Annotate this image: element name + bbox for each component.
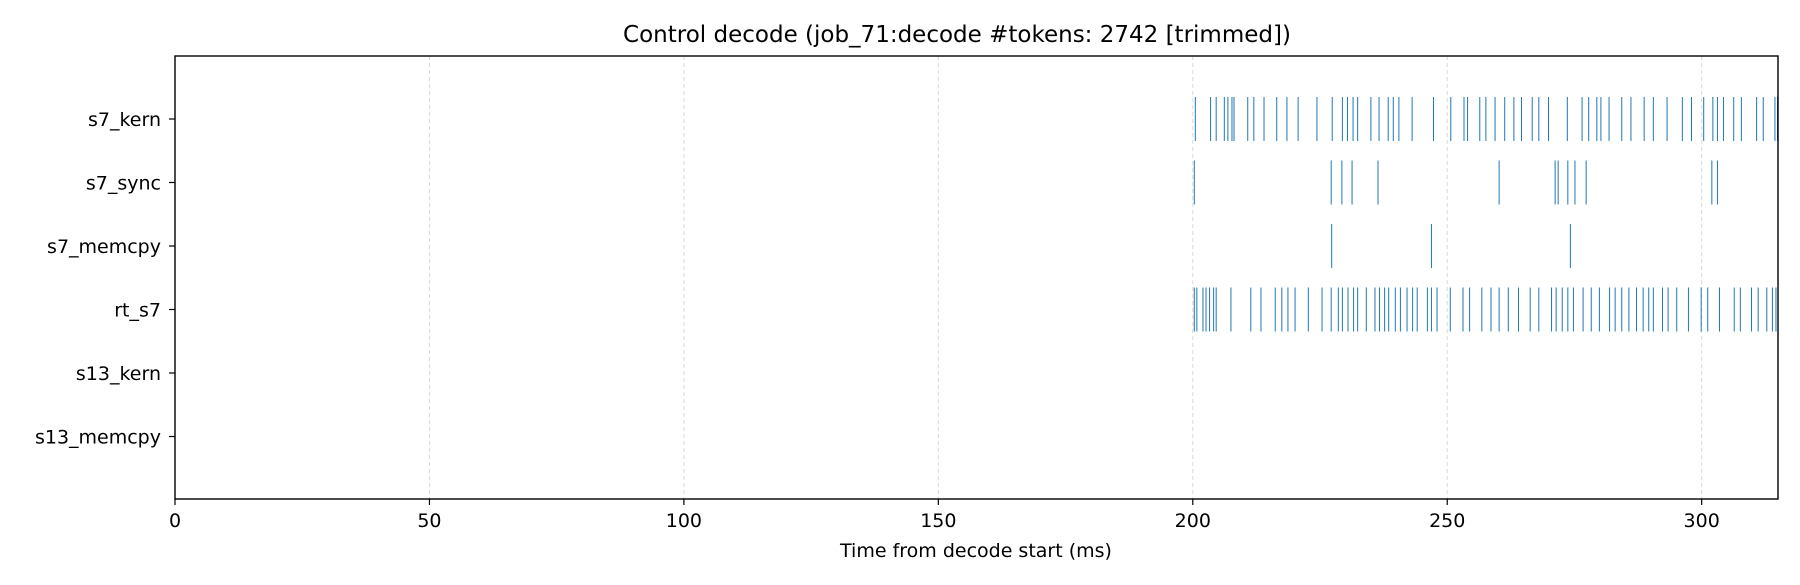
- chart-title: Control decode (job_71:decode #tokens: 2…: [623, 22, 1291, 48]
- lane-rt_s7: [1193, 287, 1777, 332]
- lane-label: s13_kern: [76, 363, 161, 385]
- plot-frame: [174, 55, 1779, 500]
- x-tick-label: 100: [666, 510, 702, 532]
- event-lanes: [1193, 97, 1778, 332]
- lane-label: rt_s7: [114, 300, 161, 322]
- x-tick-label: 300: [1684, 510, 1720, 532]
- x-tick-label: 200: [1175, 510, 1211, 532]
- lane-label: s13_memcpy: [35, 427, 161, 449]
- lane-label: s7_memcpy: [47, 236, 161, 258]
- x-tick-label: 50: [417, 510, 441, 532]
- lane-labels: s7_kern s7_sync s7_memcpy rt_s7 s13_kern s13_…: [35, 109, 175, 449]
- lane-s7_kern: [1194, 97, 1778, 141]
- lane-s7_sync: [1193, 160, 1718, 205]
- lane-s7_memcpy: [1331, 224, 1571, 268]
- x-axis-ticks: 0 50 100 150 200 250 300: [169, 499, 1720, 532]
- grid-lines: [428, 56, 1703, 499]
- x-tick-label: 0: [169, 510, 181, 532]
- x-tick-label: 150: [920, 510, 956, 532]
- x-tick-label: 250: [1429, 510, 1465, 532]
- lane-label: s7_kern: [88, 109, 161, 131]
- lane-label: s7_sync: [86, 173, 161, 195]
- x-axis-label: Time from decode start (ms): [839, 540, 1112, 562]
